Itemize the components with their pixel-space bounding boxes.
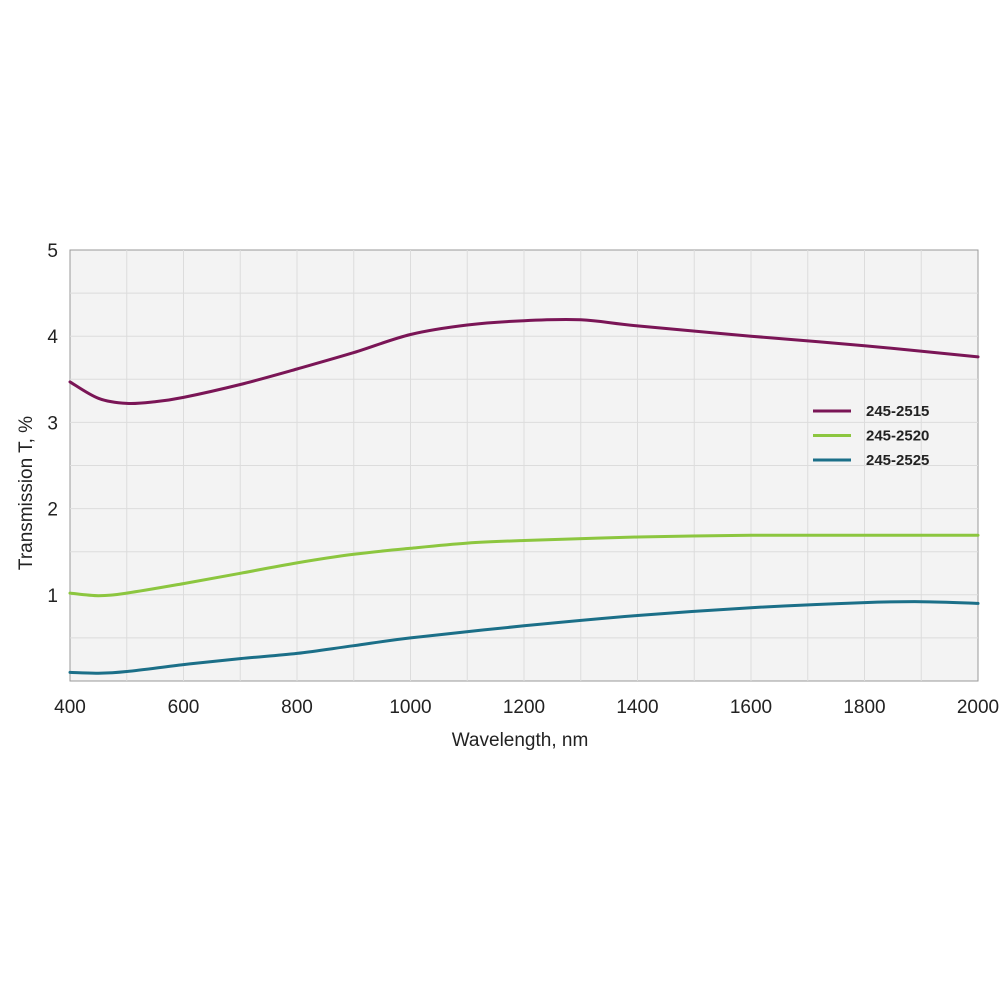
y-axis-title: Transmission T, % — [16, 416, 37, 570]
y-tick-label: 3 — [47, 413, 58, 434]
series-line-245-2520 — [68, 533, 980, 598]
grid-lines — [70, 250, 978, 681]
x-tick-label: 800 — [281, 697, 313, 718]
series-line-245-2515 — [68, 317, 980, 406]
x-tick-label: 400 — [54, 697, 86, 718]
y-tick-label: 4 — [47, 327, 58, 348]
legend-label: 245-2515 — [866, 403, 929, 420]
legend-label: 245-2525 — [866, 452, 929, 469]
x-tick-label: 1400 — [616, 697, 658, 718]
x-tick-label: 1800 — [843, 697, 885, 718]
x-axis-ticks: 400 600 800 1000 1200 1400 1600 1800 2000 — [54, 697, 999, 718]
x-tick-label: 600 — [168, 697, 200, 718]
x-tick-label: 1200 — [503, 697, 545, 718]
x-axis-title: Wavelength, nm — [452, 730, 589, 751]
series-lines — [68, 317, 980, 675]
x-tick-label: 1600 — [730, 697, 772, 718]
y-tick-label: 5 — [47, 241, 58, 262]
x-tick-label: 2000 — [957, 697, 999, 718]
legend-label: 245-2520 — [866, 428, 929, 445]
y-tick-label: 2 — [47, 500, 58, 521]
y-tick-label: 1 — [47, 586, 58, 607]
y-axis-ticks: 1 2 3 4 5 — [47, 241, 58, 607]
legend: 245-2515 245-2520 245-2525 — [813, 403, 929, 469]
series-line-245-2525 — [68, 600, 980, 675]
x-tick-label: 1000 — [389, 697, 431, 718]
